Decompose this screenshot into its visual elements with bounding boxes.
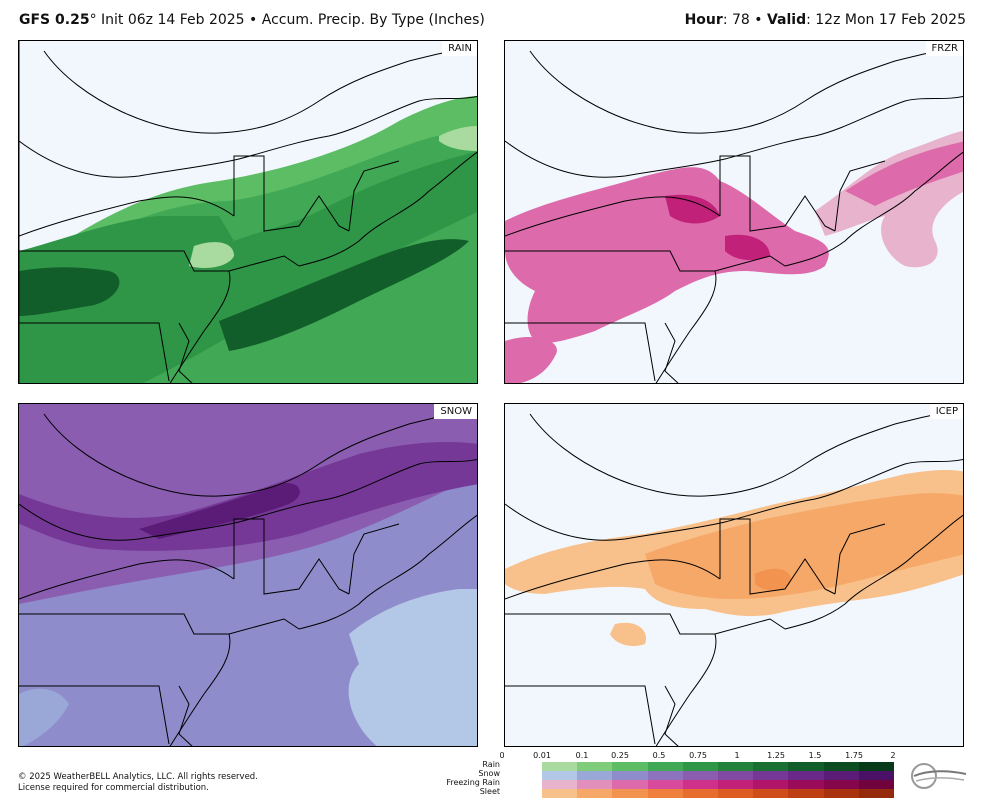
rain-panel: RAIN: [18, 40, 478, 384]
legend-swatch: [682, 771, 719, 780]
weatherbell-logo: [908, 760, 968, 790]
legend-icep-bar: [542, 789, 895, 798]
legend-swatch: [542, 789, 578, 798]
legend-frzr-bar: [542, 780, 895, 789]
legend-swatch: [577, 789, 613, 798]
panel-label: SNOW: [434, 404, 477, 419]
legend-tick: 1: [734, 751, 740, 760]
legend-swatch: [823, 762, 859, 771]
legend-swatch: [788, 780, 824, 789]
icep-panel: ICEP: [504, 403, 964, 747]
snow-map: [19, 404, 477, 746]
copyright-line: © 2025 WeatherBELL Analytics, LLC. All r…: [18, 772, 258, 782]
legend-tick: 1.75: [845, 751, 863, 760]
legend-tick: 1.5: [808, 751, 822, 760]
rain-map: [19, 41, 477, 383]
legend-swatch: [858, 771, 895, 780]
legend-swatch: [788, 789, 824, 798]
legend-swatch: [753, 771, 789, 780]
legend-swatch: [788, 762, 824, 771]
legend-swatch: [577, 762, 613, 771]
panel-label: ICEP: [929, 404, 963, 419]
legend-swatch: [612, 771, 648, 780]
legend-swatch: [858, 762, 895, 771]
product-name: Accum. Precip. By Type (Inches): [261, 12, 485, 28]
legend-row-label: Rain: [482, 760, 500, 769]
legend-swatch: [753, 762, 789, 771]
legend-tick: 0.01: [533, 751, 551, 760]
panel-label: RAIN: [442, 41, 477, 56]
legend-tick: 0: [499, 751, 505, 760]
legend-swatch: [682, 789, 719, 798]
legend-swatch: [647, 780, 683, 789]
valid-separator: •: [749, 12, 767, 28]
legend-tick: 0.5: [652, 751, 666, 760]
legend-swatch: [612, 780, 648, 789]
legend-swatch: [858, 789, 895, 798]
legend-swatch: [823, 780, 859, 789]
init-time: Init 06z 14 Feb 2025: [96, 12, 245, 28]
legend-tick-labels: 0 0.01 0.1 0.25 0.5 0.75 1 1.25 1.5 1.75…: [499, 751, 902, 761]
legend-tick: 0.25: [611, 751, 629, 760]
legend-swatch: [753, 789, 789, 798]
legend-row-labels: Rain Snow Freezing Rain Sleet: [420, 760, 500, 796]
legend-swatch: [718, 789, 754, 798]
title-separator: •: [244, 12, 262, 28]
legend-swatch: [682, 762, 719, 771]
legend-tick: 2: [890, 751, 896, 760]
logo-icon: [911, 763, 967, 789]
legend-swatch: [647, 771, 683, 780]
legend-swatch: [788, 771, 824, 780]
legend-swatch: [718, 762, 754, 771]
legend-swatch: [612, 789, 648, 798]
valid-value: : 12z Mon 17 Feb 2025: [806, 12, 966, 28]
snow-panel: SNOW: [18, 403, 478, 747]
frzr-panel: FRZR: [504, 40, 964, 384]
legend-swatch: [718, 771, 754, 780]
legend-row-label: Freezing Rain: [446, 778, 500, 787]
legend-tick: 0.75: [689, 751, 707, 760]
legend-tick: 1.25: [767, 751, 785, 760]
copyright-notice: © 2025 WeatherBELL Analytics, LLC. All r…: [18, 772, 258, 794]
legend-swatch: [577, 780, 613, 789]
panel-label: FRZR: [925, 41, 963, 56]
legend-color-bars: [542, 762, 895, 798]
degree-symbol: °: [89, 12, 97, 28]
hour-label: Hour: [684, 12, 723, 28]
map-title: GFS 0.25° Init 06z 14 Feb 2025 • Accum. …: [19, 12, 485, 28]
legend-row-label: Snow: [478, 769, 500, 778]
legend-swatch: [823, 771, 859, 780]
valid-info: Hour: 78 • Valid: 12z Mon 17 Feb 2025: [685, 12, 966, 28]
legend-swatch: [612, 762, 648, 771]
legend-swatch: [753, 780, 789, 789]
legend-rain-bar: [542, 762, 895, 771]
model-name: GFS 0.25: [19, 12, 90, 28]
hour-value: : 78: [722, 12, 750, 28]
legend-swatch: [647, 789, 683, 798]
icep-map: [505, 408, 963, 746]
legend-swatch: [542, 771, 578, 780]
legend-row-label: Sleet: [479, 787, 500, 796]
valid-label: Valid: [766, 12, 807, 28]
legend-snow-bar: [542, 771, 895, 780]
legend-swatch: [542, 780, 578, 789]
legend-tick: 0.1: [575, 751, 589, 760]
license-line: License required for commercial distribu…: [18, 783, 209, 793]
legend-swatch: [823, 789, 859, 798]
frzr-map: [505, 45, 963, 383]
legend-swatch: [542, 762, 578, 771]
legend-swatch: [682, 780, 719, 789]
legend-swatch: [858, 780, 895, 789]
legend-swatch: [577, 771, 613, 780]
legend-swatch: [718, 780, 754, 789]
legend-swatch: [647, 762, 683, 771]
